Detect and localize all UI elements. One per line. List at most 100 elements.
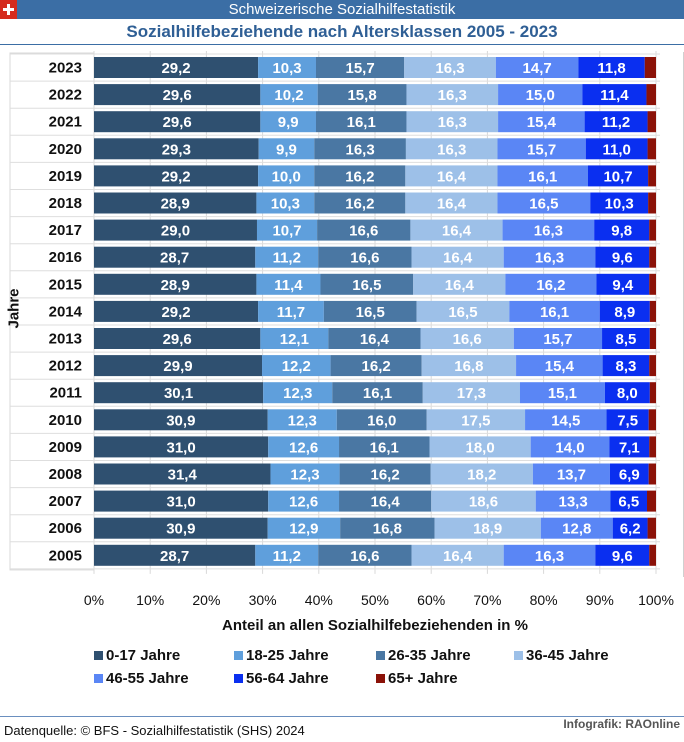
bar-segment [590,192,649,214]
bar-segment [94,300,259,322]
bar-segment [332,382,423,404]
bar-segment [535,490,611,512]
y-tick-label: 2021 [49,114,82,131]
bar-segment [644,57,656,78]
y-tick-label: 2006 [49,520,82,537]
legend-label: 0-17 Jahre [106,647,181,664]
data-label: 11,2 [273,548,301,565]
data-label: 13,7 [557,467,586,484]
data-label: 15,8 [347,87,376,104]
bar-segment [430,463,533,485]
bar-segment [647,517,656,539]
data-label: 16,3 [438,87,467,104]
bar-segment [431,490,536,512]
bar-segment [649,544,656,566]
data-label: 28,9 [161,196,190,213]
bar-segment [410,219,503,241]
bar-segment [404,57,496,78]
y-tick-label: 2011 [49,385,82,402]
x-tick-label: 30% [249,592,277,608]
data-label: 16,5 [352,277,381,294]
bar-segment [532,463,610,485]
bar-segment [604,382,650,404]
bar-segment [585,138,648,160]
stacked-bar-chart: 2023 29,2 10,3 15,7 16,3 14,7 11,8 2022 29,6 10,2… [9,51,674,608]
data-label: 6,5 [618,494,639,511]
bar-segment [648,463,656,485]
bar-segment [582,84,647,106]
bar-segment [596,273,650,295]
data-label: 9,9 [278,114,299,131]
bar-segment [498,84,583,106]
data-label: 16,6 [350,250,379,267]
x-tick-label: 90% [586,592,614,608]
data-label: 16,4 [360,331,390,348]
bar-segment [94,463,271,485]
legend-item: 0-17 Jahre [94,646,180,666]
bar-segment [94,328,261,349]
data-label: 10,3 [272,60,301,77]
bar-segment [258,300,324,322]
bar-segment [339,436,430,458]
data-label: 6,9 [619,467,640,484]
data-label: 11,4 [274,277,303,294]
bar-segment [267,517,341,539]
data-label: 16,1 [370,439,399,456]
x-tick-label: 50% [361,592,389,608]
bar-segment [497,165,588,187]
bar-segment [647,138,656,160]
bar-segment [94,517,268,539]
bar-segment [595,544,650,566]
data-label: 16,8 [373,521,402,538]
data-label: 16,2 [536,277,565,294]
data-label: 16,4 [445,277,475,294]
bar-segment [647,111,656,133]
y-tick-label: 2018 [49,195,82,212]
data-label: 10,0 [272,168,301,185]
bar-segment [502,219,595,241]
bar-segment [411,544,504,566]
data-label: 16,6 [453,331,482,348]
bar-segment [594,219,650,241]
data-label: 11,7 [277,304,305,321]
bar-segment [94,57,259,78]
data-label: 16,2 [362,358,391,375]
data-label: 12,3 [283,385,312,402]
data-label: 15,7 [543,331,572,348]
data-label: 9,8 [611,223,632,240]
data-label: 16,5 [448,304,477,321]
y-tick-label: 2016 [49,249,82,266]
data-label: 18,9 [473,521,502,538]
bar-segment [94,382,264,404]
data-label: 29,2 [161,304,190,321]
data-label: 11,2 [602,114,630,131]
y-tick-label: 2023 [49,60,82,77]
bar-segment [94,219,257,241]
title-divider [0,44,684,45]
y-axis-title: Jahre [5,288,23,329]
legend-swatch [514,651,523,660]
bar-segment [94,111,261,133]
data-label: 15,4 [545,358,575,375]
bar-segment [505,273,597,295]
bar-segment [405,192,498,214]
data-label: 16,1 [528,168,557,185]
bar-segment [420,328,514,349]
bar-segment [94,490,269,512]
data-label: 16,4 [443,250,473,267]
data-label: 16,1 [540,304,569,321]
bar-segment [260,84,318,106]
bar-segment [94,355,263,377]
legend-label: 65+ Jahre [388,670,458,687]
data-label: 17,5 [461,412,490,429]
data-label: 11,8 [597,60,625,77]
legend-swatch [94,651,103,660]
bar-segment [584,111,648,133]
data-label: 16,6 [350,548,379,565]
bar-segment [609,436,650,458]
bar-segment [646,84,656,106]
legend-item: 36-45 Jahre [514,646,609,666]
legend-label: 56-64 Jahre [246,670,329,687]
bar-segment [317,84,407,106]
bar-segment [262,355,331,377]
